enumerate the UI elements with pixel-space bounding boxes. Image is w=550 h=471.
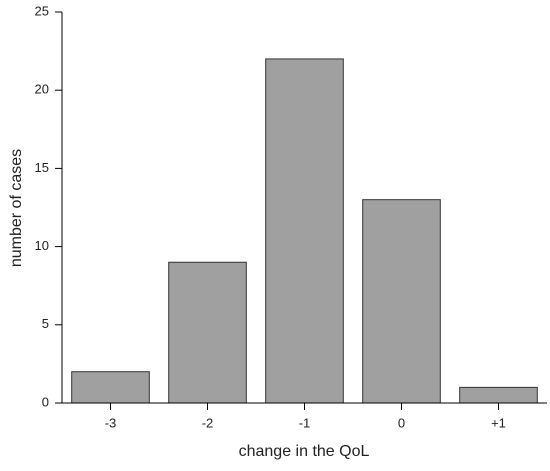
bar xyxy=(459,386,538,404)
bar xyxy=(71,371,150,404)
x-axis-label: change in the QoL xyxy=(239,443,370,460)
y-tick-label: 20 xyxy=(35,82,49,97)
x-tick-label: -2 xyxy=(202,415,214,430)
y-tick-label: 10 xyxy=(35,238,49,253)
x-tick-label: +1 xyxy=(491,415,506,430)
y-tick-label: 15 xyxy=(35,160,49,175)
x-tick-label: 0 xyxy=(398,415,405,430)
bar xyxy=(362,199,441,404)
x-tick-label: -1 xyxy=(299,415,311,430)
bar xyxy=(265,58,344,404)
y-axis-label: number of cases xyxy=(8,149,25,267)
y-tick-label: 5 xyxy=(42,316,49,331)
y-tick-label: 25 xyxy=(35,3,49,18)
x-tick-label: -3 xyxy=(105,415,117,430)
y-tick-label: 0 xyxy=(42,394,49,409)
bar xyxy=(168,261,247,404)
